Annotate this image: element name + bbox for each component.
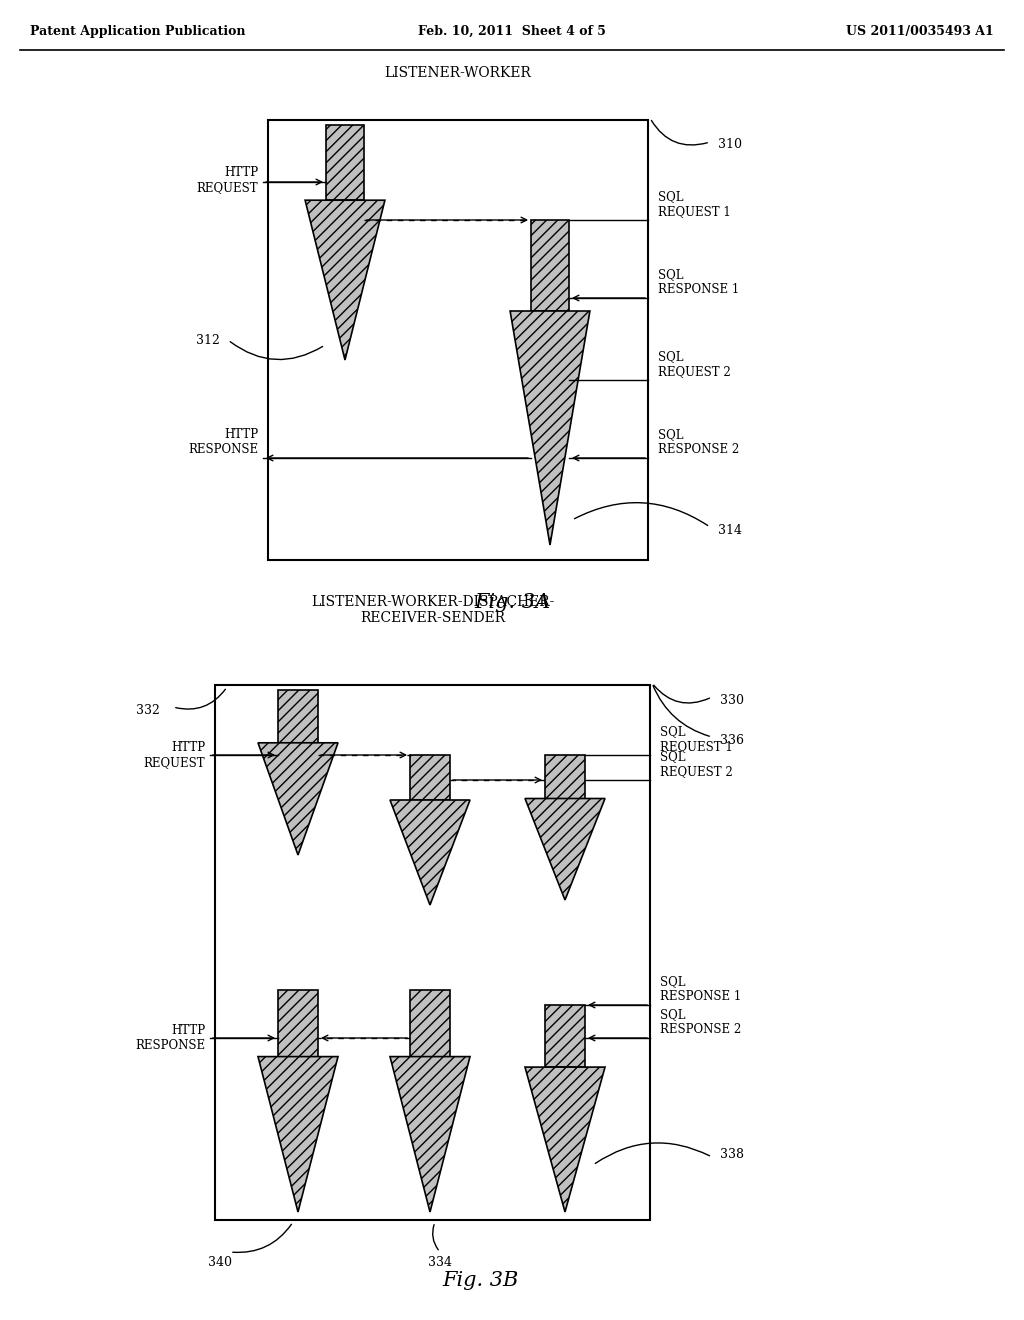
Text: HTTP
REQUEST: HTTP REQUEST bbox=[143, 741, 205, 770]
Polygon shape bbox=[278, 990, 318, 1056]
Polygon shape bbox=[545, 1005, 585, 1067]
Text: 332: 332 bbox=[136, 704, 160, 717]
Text: SQL
RESPONSE 2: SQL RESPONSE 2 bbox=[658, 428, 739, 455]
Polygon shape bbox=[525, 1067, 605, 1212]
Text: 336: 336 bbox=[720, 734, 744, 747]
Text: HTTP
REQUEST: HTTP REQUEST bbox=[197, 166, 258, 194]
Text: 334: 334 bbox=[428, 1255, 452, 1269]
Polygon shape bbox=[326, 125, 364, 201]
Bar bbox=[268, 120, 648, 560]
Polygon shape bbox=[545, 755, 585, 799]
Polygon shape bbox=[258, 743, 338, 855]
Polygon shape bbox=[510, 312, 590, 545]
Polygon shape bbox=[258, 1056, 338, 1212]
Text: SQL
REQUEST 2: SQL REQUEST 2 bbox=[660, 750, 733, 777]
Text: SQL
REQUEST 2: SQL REQUEST 2 bbox=[658, 350, 731, 378]
Text: 310: 310 bbox=[718, 139, 742, 152]
Polygon shape bbox=[525, 799, 605, 900]
Polygon shape bbox=[390, 1056, 470, 1212]
Text: 314: 314 bbox=[718, 524, 742, 536]
Text: SQL
RESPONSE 1: SQL RESPONSE 1 bbox=[658, 268, 739, 296]
Text: HTTP
RESPONSE: HTTP RESPONSE bbox=[135, 1024, 205, 1052]
Text: LISTENER-WORKER: LISTENER-WORKER bbox=[385, 66, 531, 81]
Text: SQL
RESPONSE 1: SQL RESPONSE 1 bbox=[660, 975, 741, 1003]
Text: Fig. 3A: Fig. 3A bbox=[474, 593, 550, 611]
Text: 312: 312 bbox=[197, 334, 220, 346]
Text: US 2011/0035493 A1: US 2011/0035493 A1 bbox=[846, 25, 994, 38]
Text: HTTP
RESPONSE: HTTP RESPONSE bbox=[187, 428, 258, 455]
Polygon shape bbox=[278, 690, 318, 743]
Text: 340: 340 bbox=[208, 1255, 232, 1269]
Text: SQL
RESPONSE 2: SQL RESPONSE 2 bbox=[660, 1008, 741, 1036]
Polygon shape bbox=[410, 990, 450, 1056]
Polygon shape bbox=[390, 800, 470, 906]
Text: SQL
REQUEST 1: SQL REQUEST 1 bbox=[658, 190, 731, 218]
Text: Fig. 3B: Fig. 3B bbox=[441, 1271, 518, 1290]
Polygon shape bbox=[531, 220, 569, 312]
Text: SQL
REQUEST 1: SQL REQUEST 1 bbox=[660, 725, 733, 752]
Polygon shape bbox=[305, 201, 385, 360]
Bar bbox=[215, 685, 650, 1220]
Text: 330: 330 bbox=[720, 693, 744, 706]
Text: 338: 338 bbox=[720, 1148, 744, 1162]
Text: LISTENER-WORKER-DISPACHER-
RECEIVER-SENDER: LISTENER-WORKER-DISPACHER- RECEIVER-SEND… bbox=[311, 595, 554, 624]
Text: Feb. 10, 2011  Sheet 4 of 5: Feb. 10, 2011 Sheet 4 of 5 bbox=[418, 25, 606, 38]
Text: Patent Application Publication: Patent Application Publication bbox=[30, 25, 246, 38]
Polygon shape bbox=[410, 755, 450, 800]
